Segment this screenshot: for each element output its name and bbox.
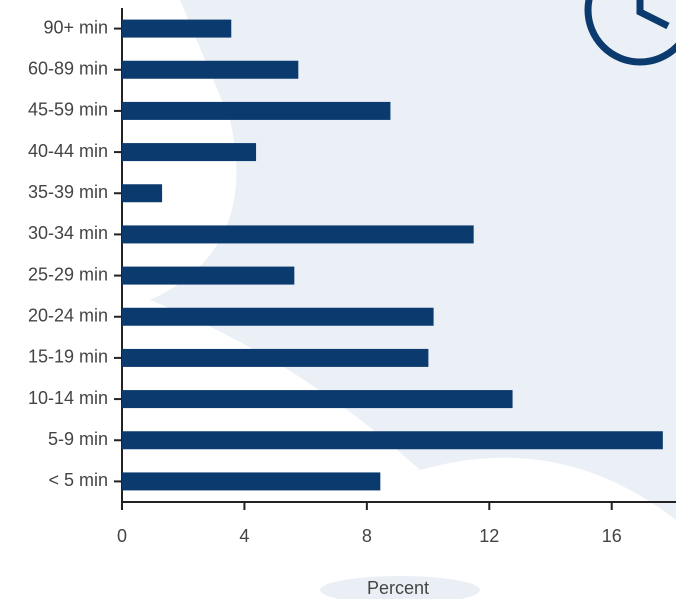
bar xyxy=(122,266,295,285)
bar xyxy=(122,348,429,367)
y-tick-label: 45-59 min xyxy=(28,100,108,120)
bar xyxy=(122,225,474,244)
y-tick-label: 30-34 min xyxy=(28,223,108,243)
bar xyxy=(122,307,434,326)
clock-icon xyxy=(584,0,676,66)
y-tick-label: < 5 min xyxy=(48,470,108,490)
y-tick-label: 40-44 min xyxy=(28,141,108,161)
y-tick-label: 60-89 min xyxy=(28,59,108,79)
bar xyxy=(122,101,391,120)
y-tick-label: 5-9 min xyxy=(48,429,108,449)
bar xyxy=(122,390,513,409)
watermark xyxy=(150,0,676,604)
bar xyxy=(122,60,299,79)
x-tick-label: 0 xyxy=(117,526,127,546)
bar xyxy=(122,184,163,203)
x-axis-label: Percent xyxy=(367,578,429,598)
bar xyxy=(122,431,663,450)
bar xyxy=(122,19,232,38)
x-tick-label: 8 xyxy=(362,526,372,546)
bar xyxy=(122,472,381,491)
x-tick-label: 16 xyxy=(602,526,622,546)
y-tick-label: 35-39 min xyxy=(28,182,108,202)
y-tick-label: 90+ min xyxy=(43,17,108,37)
bar xyxy=(122,143,257,162)
y-tick-label: 20-24 min xyxy=(28,306,108,326)
y-tick-label: 25-29 min xyxy=(28,264,108,284)
y-tick-label: 15-19 min xyxy=(28,347,108,367)
y-tick-label: 10-14 min xyxy=(28,388,108,408)
x-tick-label: 12 xyxy=(479,526,499,546)
x-tick-label: 4 xyxy=(239,526,249,546)
